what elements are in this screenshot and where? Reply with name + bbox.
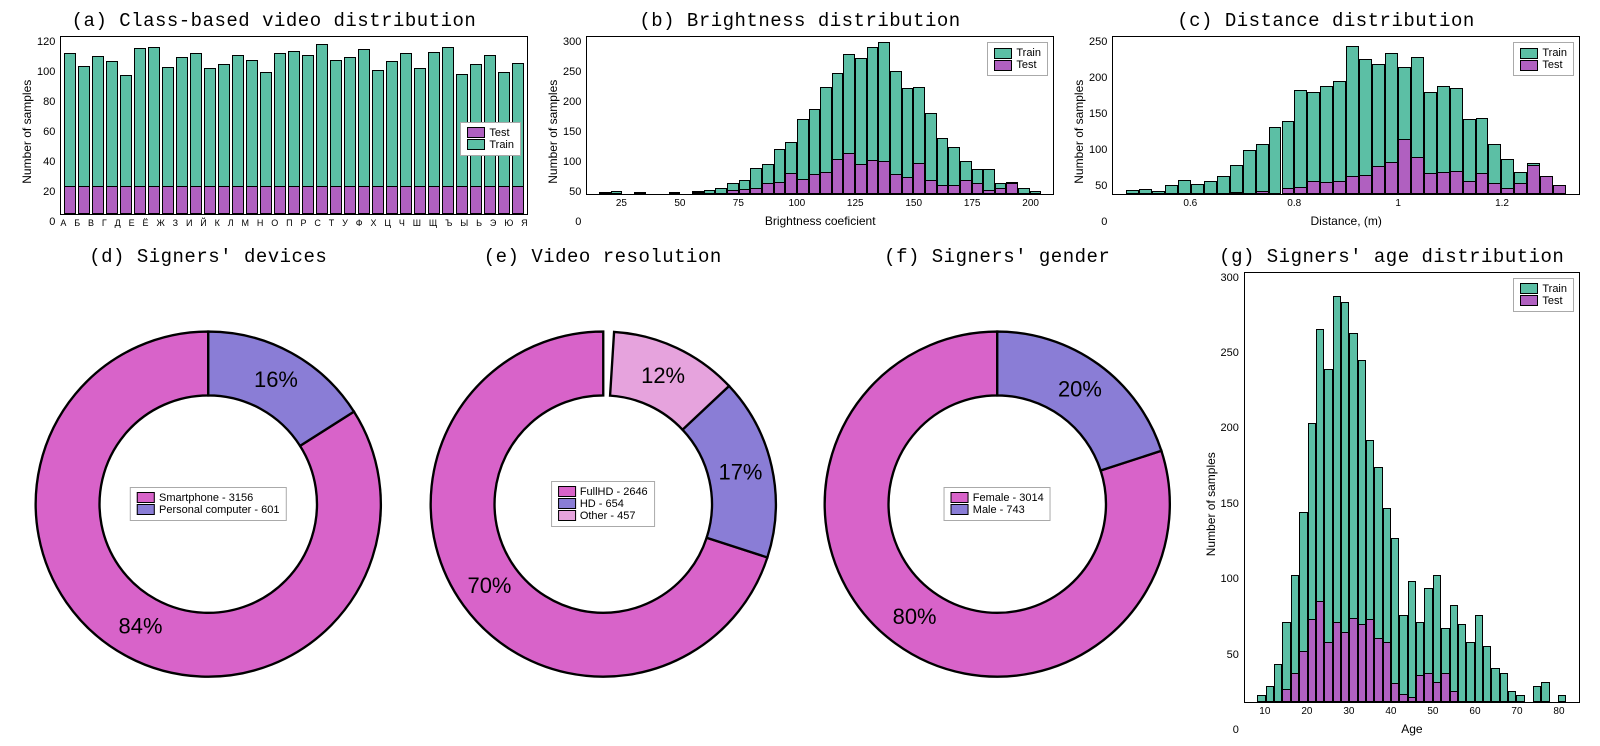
svg-text:17%: 17% xyxy=(718,459,762,484)
svg-text:12%: 12% xyxy=(641,363,685,388)
panel-b-yaxis: 300250200150100500 xyxy=(563,36,586,228)
panel-g-histogram: (g) Signers' age distribution Number of … xyxy=(1204,246,1581,736)
panel-f-title: (f) Signers' gender xyxy=(809,246,1186,268)
panel-g-chartbox: TrainTest xyxy=(1244,272,1580,703)
panel-g-ylabel: Number of samples xyxy=(1204,272,1218,736)
svg-text:80%: 80% xyxy=(893,604,937,629)
panel-a-legend: TestTrain xyxy=(460,122,521,156)
panel-a-chartbox: TestTrain xyxy=(60,36,528,215)
panel-a-ylabel: Number of samples xyxy=(20,36,34,228)
panel-b-title: (b) Brightness distribution xyxy=(546,10,1054,32)
panel-b-legend: TrainTest xyxy=(987,42,1048,76)
panel-e-chart: 70%17%12%FullHD - 2646HD - 654Other - 45… xyxy=(415,272,792,736)
panel-g-title: (g) Signers' age distribution xyxy=(1204,246,1581,268)
svg-text:70%: 70% xyxy=(467,573,511,598)
panel-c-ylabel: Number of samples xyxy=(1072,36,1086,228)
svg-text:20%: 20% xyxy=(1058,376,1102,401)
panel-a-stacked-bar: (a) Class-based video distribution Numbe… xyxy=(20,10,528,228)
panel-a-xaxis: АБВГДЕЁЖЗИЙКЛМНОПРСТУФХЦЧШЩЪЫЬЭЮЯ xyxy=(60,218,528,228)
panel-g-xlabel: Age xyxy=(1244,722,1580,736)
panel-g-yaxis: 300250200150100500 xyxy=(1221,272,1244,736)
panel-b-ylabel: Number of samples xyxy=(546,36,560,228)
panel-e-donut: (e) Video resolution 70%17%12%FullHD - 2… xyxy=(415,246,792,736)
panel-d-chart: 84%16%Smartphone - 3156Personal computer… xyxy=(20,272,397,736)
panel-c-yaxis: 250200150100500 xyxy=(1089,36,1112,228)
panel-c-histogram: (c) Distance distribution Number of samp… xyxy=(1072,10,1580,228)
panel-c-legend: TrainTest xyxy=(1513,42,1574,76)
panel-c-xaxis: 0.60.811.2 xyxy=(1112,198,1580,212)
panel-d-donut: (d) Signers' devices 84%16%Smartphone - … xyxy=(20,246,397,736)
panel-g-legend: TrainTest xyxy=(1513,278,1574,312)
panel-b-xlabel: Brightness coeficient xyxy=(586,214,1054,228)
panel-d-title: (d) Signers' devices xyxy=(20,246,397,268)
panel-a-yaxis: 120100806040200 xyxy=(37,36,60,228)
panel-b-xaxis: 255075100125150175200 xyxy=(586,198,1054,212)
svg-text:16%: 16% xyxy=(254,367,298,392)
panel-c-chartbox: TrainTest xyxy=(1112,36,1580,195)
panel-f-chart: 80%20%Female - 3014Male - 743 xyxy=(809,272,1186,736)
panel-c-xlabel: Distance, (m) xyxy=(1112,214,1580,228)
panel-a-title: (a) Class-based video distribution xyxy=(20,10,528,32)
panel-b-chartbox: TrainTest xyxy=(586,36,1054,195)
panel-f-donut: (f) Signers' gender 80%20%Female - 3014M… xyxy=(809,246,1186,736)
panel-g-xaxis: 1020304050607080 xyxy=(1244,706,1580,720)
panel-c-title: (c) Distance distribution xyxy=(1072,10,1580,32)
panel-e-title: (e) Video resolution xyxy=(415,246,792,268)
panel-b-histogram: (b) Brightness distribution Number of sa… xyxy=(546,10,1054,228)
svg-text:84%: 84% xyxy=(119,613,163,638)
